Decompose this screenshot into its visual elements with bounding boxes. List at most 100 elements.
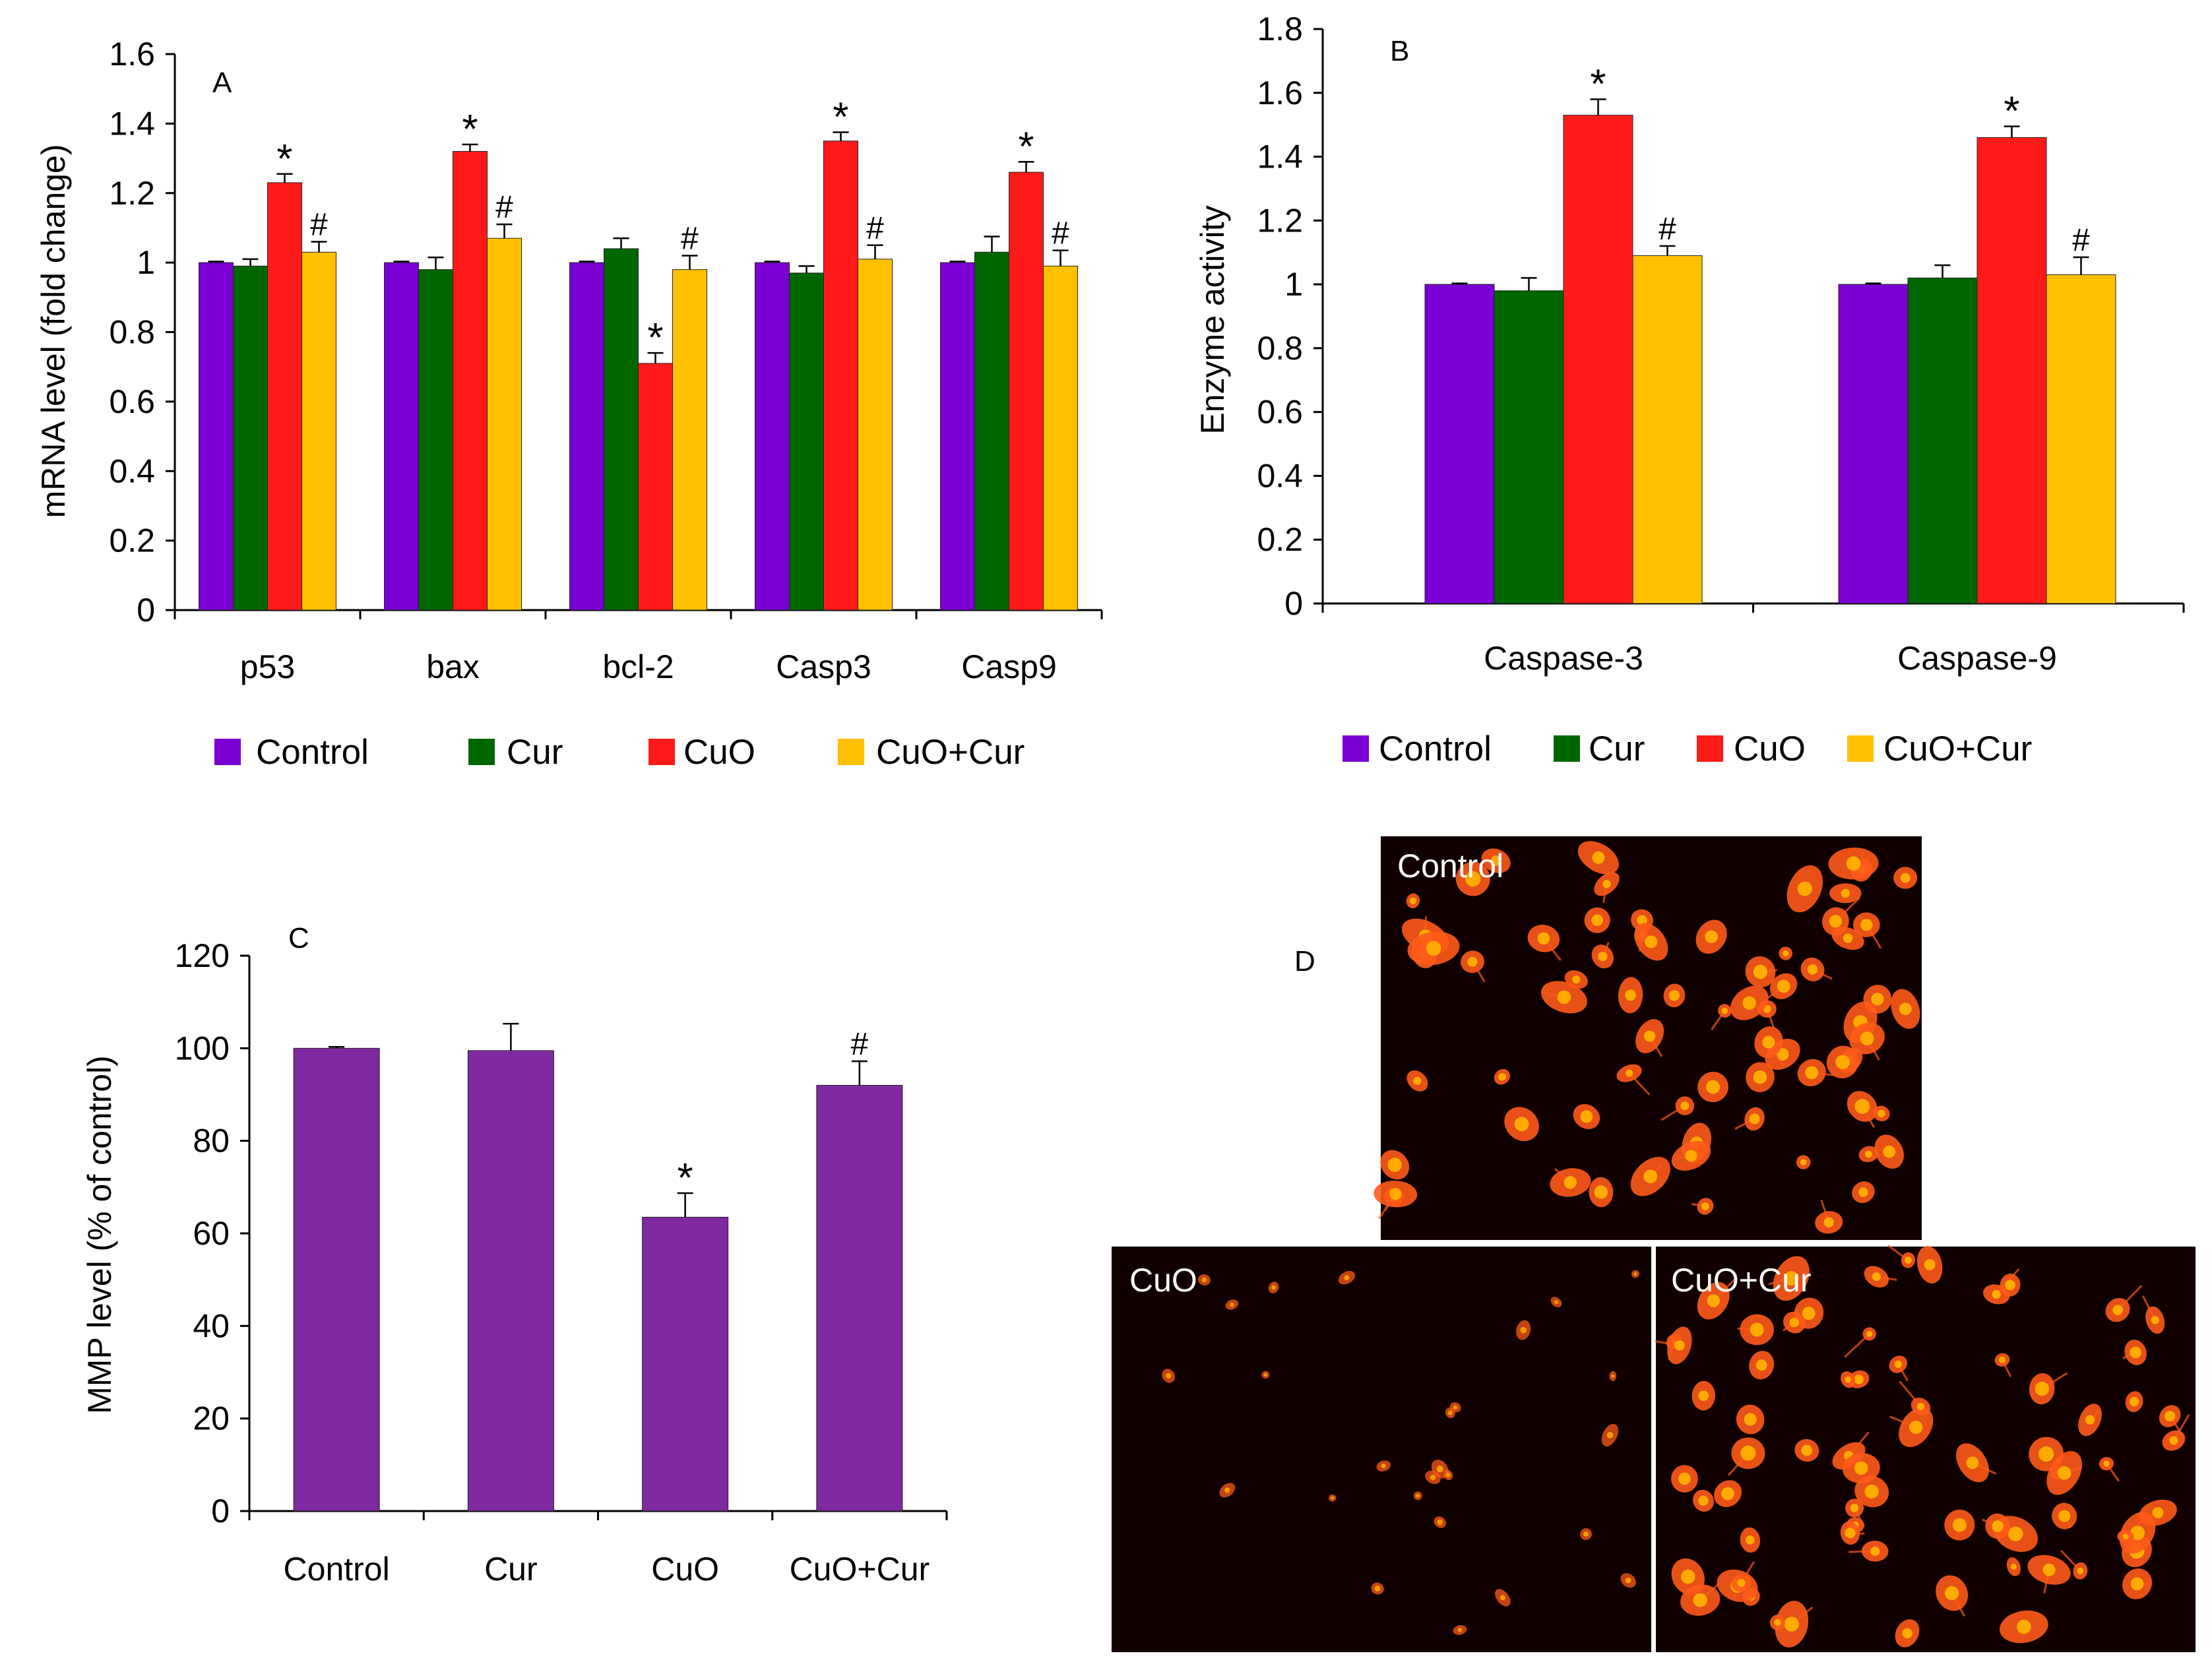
panel-a-bar-cuo-1: [453, 151, 488, 611]
cell: [2125, 1391, 2143, 1412]
cell: [1406, 893, 1420, 908]
cell-nucleus: [2112, 1305, 2123, 1315]
cell: [1697, 1072, 1728, 1103]
cell-nucleus: [1705, 930, 1718, 944]
cell-nucleus: [1944, 1586, 1959, 1601]
panel-b-chart: B 0 0.2 0.4 0.6 0.8 1 1.2 1.4 1.6 1.8 Caspase-3 * # C…: [1194, 11, 2185, 768]
panel-a-bar-cuo-cur-3: [858, 259, 893, 611]
panel-a-chart: A 0 0.2 0.4 0.6 0.8 1 1.2 1.4 1.6 p53 * # bax * # bcl-2…: [35, 36, 1103, 772]
panel-b-category-label: Caspase-9: [1897, 640, 2057, 677]
cell-nucleus: [1594, 1185, 1608, 1199]
cell-nucleus: [1845, 1528, 1856, 1539]
cell-nucleus: [1678, 1472, 1691, 1485]
cell: [1852, 1181, 1875, 1203]
panel-c-category-label: CuO+Cur: [790, 1551, 930, 1588]
panel-a-significance-star: *: [647, 315, 663, 361]
cell-nucleus: [1625, 989, 1636, 1001]
panel-c-y-tick-label: 20: [193, 1400, 230, 1437]
cell: [1842, 1453, 1880, 1483]
cell: [1944, 1509, 1975, 1541]
cell-nucleus: [1850, 1504, 1859, 1512]
cell-nucleus: [1740, 1445, 1756, 1461]
cell: [1407, 931, 1460, 966]
panel-a-bar-cuo-cur-1: [487, 237, 522, 611]
cell: [1864, 1266, 1897, 1288]
cell: [1620, 1573, 1636, 1588]
cell-nucleus: [1637, 915, 1647, 925]
legend-item-control: Control: [1343, 729, 1492, 768]
cell-nucleus: [1860, 1032, 1874, 1045]
cell-nucleus: [1894, 1360, 1902, 1369]
cell: [1594, 872, 1620, 903]
cell-nucleus: [2058, 1510, 2071, 1522]
cell-nucleus: [1744, 1413, 1757, 1426]
panel-a-y-axis-label: mRNA level (fold change): [35, 144, 72, 518]
legend-item-cuo: CuO: [1697, 729, 1806, 768]
legend-item-cuo: CuO: [648, 733, 755, 772]
panel-c-y-axis-label: MMP level (% of control): [81, 1055, 118, 1414]
cell-nucleus: [1514, 1117, 1529, 1132]
cell: [1745, 956, 1777, 988]
panel-b-y-tick-label: 0.8: [1257, 330, 1303, 367]
panel-b-y-tick-label: 1.4: [1257, 139, 1303, 175]
cell-nucleus: [1674, 1340, 1685, 1351]
panel-b-y-tick-label: 0: [1284, 585, 1303, 622]
micrograph-control: Control: [1374, 836, 1922, 1240]
micrograph-cuo-title: CuO: [1129, 1262, 1197, 1299]
legend-label-cuo-cur: CuO+Cur: [1883, 729, 2032, 768]
cell-nucleus: [1909, 1420, 1923, 1435]
cell-nucleus: [1707, 1294, 1720, 1307]
panel-b-y-tick-label: 0.2: [1257, 521, 1303, 558]
cell-nucleus: [1883, 1145, 1895, 1158]
panel-c-bar-mmp-3: [816, 1084, 903, 1512]
panel-a-bar-cuo-cur-4: [1043, 265, 1078, 611]
cell: [1564, 970, 1588, 989]
cell-nucleus: [1680, 1101, 1690, 1111]
micrograph-control-cells: [1374, 841, 1920, 1234]
legend-label-cur: Cur: [507, 733, 563, 772]
cell: [1580, 1528, 1592, 1540]
cell-nucleus: [1498, 1072, 1506, 1081]
cell: [1374, 1180, 1418, 1220]
panel-a-y-tick-label: 1.6: [109, 36, 155, 73]
panel-d-micrographs: D Control CuO CuO+Cur: [1112, 836, 2196, 1652]
cell: [1849, 1022, 1885, 1061]
cell: [1874, 1134, 1904, 1169]
cell-nucleus: [1783, 950, 1789, 957]
cell-nucleus: [1854, 1461, 1868, 1475]
panel-a-y-tick-label: 0.6: [109, 383, 155, 420]
legend-label-control: Control: [256, 733, 369, 772]
cell-nucleus: [1866, 1330, 1873, 1338]
cell-nucleus: [1537, 932, 1550, 945]
cell-nucleus: [1905, 1256, 1912, 1264]
cell: [1455, 861, 1490, 896]
panel-b-bar-cuo-cur-0: [1632, 255, 1703, 604]
cell: [1889, 1407, 1934, 1448]
cell-nucleus: [1924, 1259, 1936, 1270]
cell-nucleus: [1900, 873, 1911, 883]
panel-c-y-tick-label: 40: [193, 1307, 230, 1344]
cell: [2052, 1502, 2077, 1530]
cell: [1540, 981, 1587, 1014]
cell-nucleus: [2103, 1460, 2110, 1467]
panel-c-bar-mmp-2: [642, 1216, 729, 1512]
cell: [1873, 1105, 1890, 1122]
panel-b-label: B: [1390, 35, 1409, 67]
cell-nucleus: [1789, 1318, 1799, 1328]
cell-nucleus: [1755, 1359, 1767, 1371]
cell-nucleus: [1992, 1289, 2001, 1299]
panel-a-bar-cuo-2: [638, 363, 673, 611]
cell: [1887, 1245, 1916, 1268]
panel-a-y-tick-label: 0.2: [109, 522, 155, 559]
panel-b-y-axis-label: Enzyme activity: [1194, 205, 1231, 434]
cell: [1858, 1146, 1879, 1163]
cell-nucleus: [1645, 935, 1658, 948]
cell-nucleus: [1633, 1272, 1637, 1276]
panel-a-bar-control-3: [755, 262, 790, 611]
cell-nucleus: [1564, 1176, 1577, 1189]
cell: [1826, 1045, 1859, 1078]
cell: [1786, 865, 1823, 913]
cell: [1815, 1200, 1843, 1234]
cell: [1671, 1465, 1698, 1493]
cell-nucleus: [1872, 1272, 1881, 1282]
